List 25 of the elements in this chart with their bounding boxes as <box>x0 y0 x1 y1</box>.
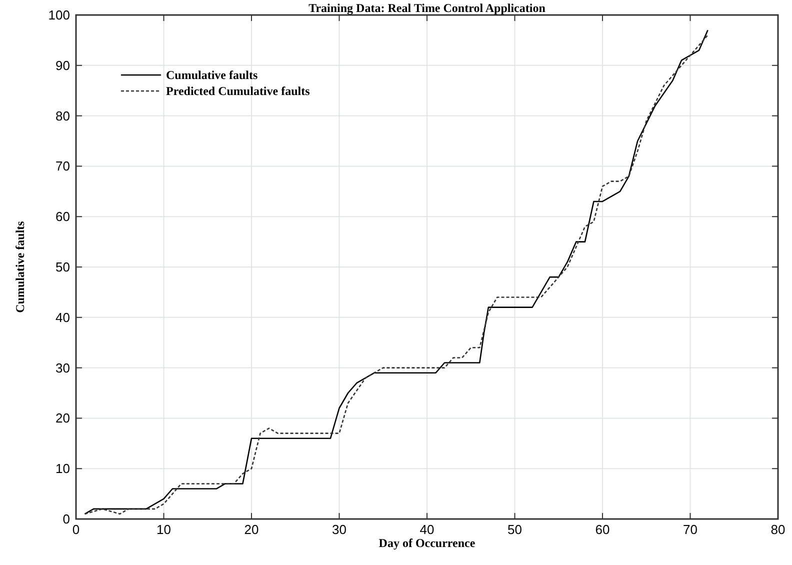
x-tick-label: 40 <box>420 522 434 537</box>
legend-label: Predicted Cumulative faults <box>166 84 310 98</box>
x-tick-label: 60 <box>595 522 610 537</box>
x-tick-label: 80 <box>770 522 786 537</box>
y-tick-label: 70 <box>56 158 70 174</box>
y-tick-label: 100 <box>48 8 70 22</box>
y-tick-label: 20 <box>56 410 70 426</box>
x-tick-label: 70 <box>683 522 698 537</box>
y-axis-title: Cumulative faults <box>13 220 27 313</box>
y-tick-label: 80 <box>56 108 70 124</box>
x-tick-label: 50 <box>508 522 522 537</box>
y-tick-label: 30 <box>56 360 70 376</box>
y-tick-label: 0 <box>62 512 70 526</box>
x-tick-label: 20 <box>244 522 259 537</box>
legend-label: Cumulative faults <box>166 68 258 82</box>
y-tick-label: 50 <box>56 260 70 274</box>
y-tick-label: 10 <box>56 461 70 476</box>
x-tick-label: 0 <box>72 522 80 537</box>
x-tick-label: 30 <box>332 522 346 537</box>
y-tick-label: 60 <box>56 209 70 224</box>
chart-title: Training Data: Real Time Control Application <box>308 1 546 15</box>
y-tick-label: 90 <box>56 58 70 73</box>
y-tick-label: 40 <box>56 310 70 325</box>
x-tick-label: 10 <box>156 522 171 537</box>
x-axis-title: Day of Occurrence <box>378 536 476 550</box>
